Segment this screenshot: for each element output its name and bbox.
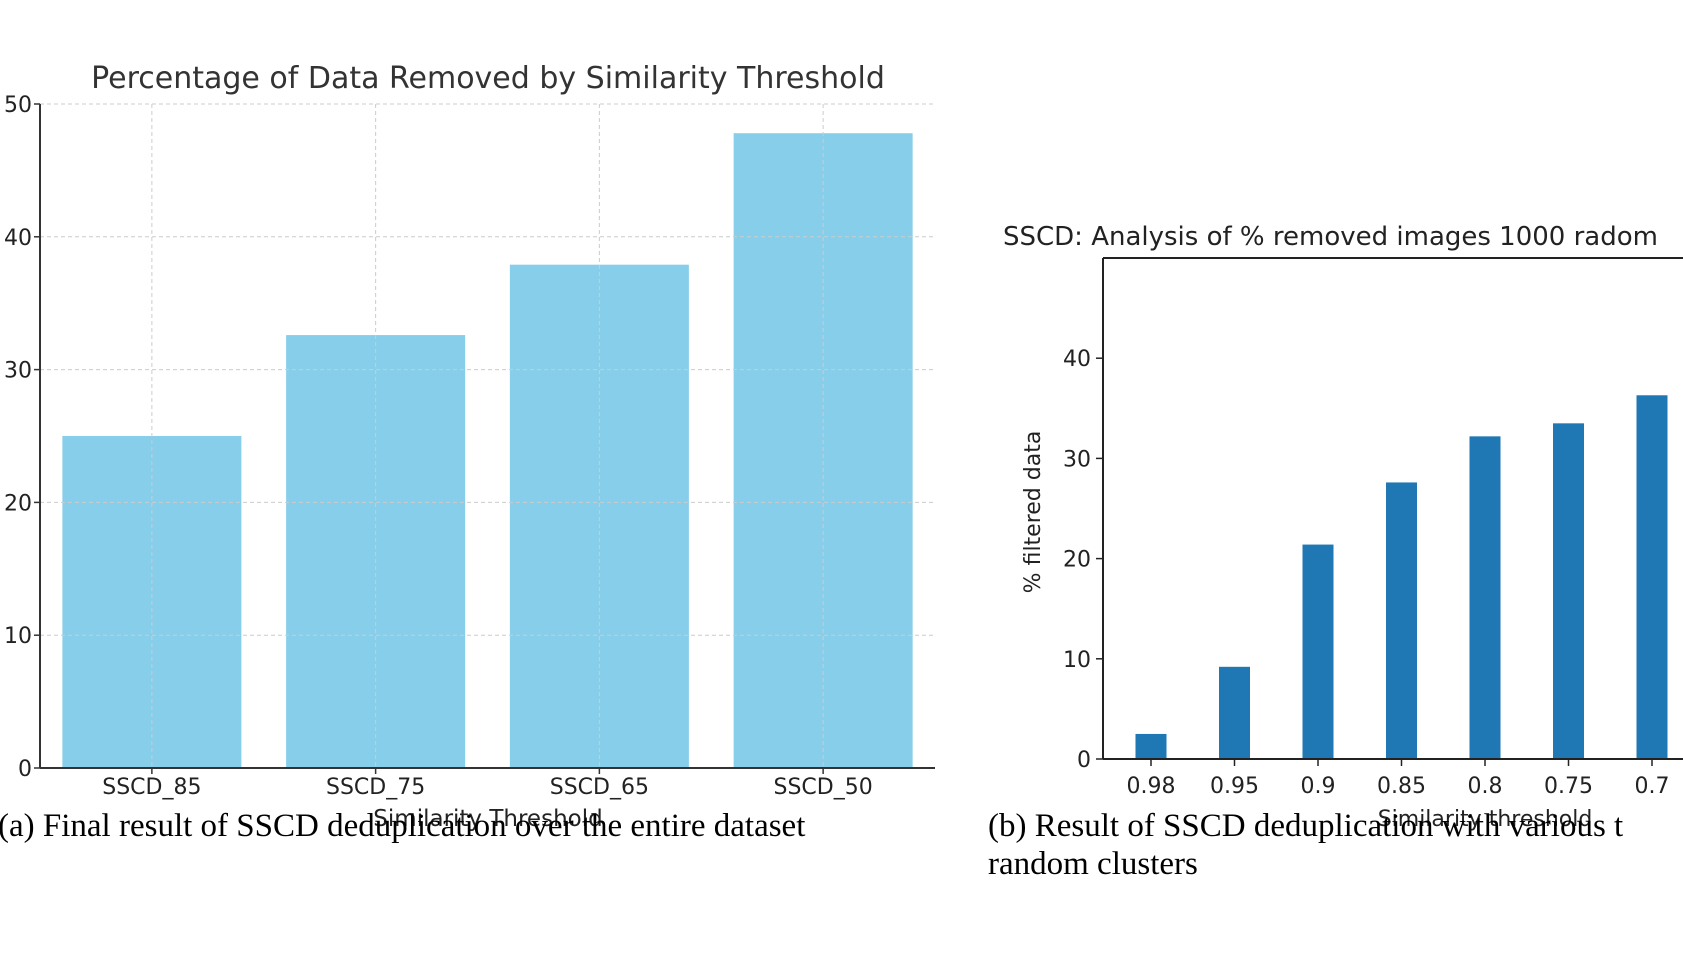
chart-b-y-tick-label: 20 <box>1063 548 1091 573</box>
chart-a-y-tick-label: 50 <box>4 93 32 118</box>
chart-b: 0 10 20 30 40 0.98 0.95 0.9 0.85 0.8 0.75 0.7 SSCD:… <box>1003 222 1683 832</box>
chart-a-y-tick-label: 10 <box>4 624 32 649</box>
chart-b-y-tick-label: 30 <box>1063 447 1091 472</box>
chart-b-bars <box>1135 395 1668 759</box>
chart-a-x-tick-label: SSCD_85 <box>102 775 201 800</box>
chart-b-y-tick-label: 10 <box>1063 648 1091 673</box>
chart-b-x-tick-label: 0.98 <box>1127 774 1176 799</box>
caption-b: (b) Result of SSCD deduplication with va… <box>988 807 1623 883</box>
caption-b-line-1: (b) Result of SSCD deduplication with va… <box>988 808 1624 844</box>
chart-a-bars <box>62 133 913 768</box>
chart-b-x-tick-label: 0.75 <box>1544 774 1593 799</box>
chart-a-y-tick-label: 20 <box>4 491 32 516</box>
chart-b-y-tick-label: 0 <box>1077 748 1091 773</box>
chart-b-y-tick-label: 40 <box>1063 347 1091 372</box>
chart-b-bar <box>1553 423 1584 759</box>
chart-b-bar <box>1219 666 1250 759</box>
chart-a-axes: 0 10 20 30 40 50 SSCD_85 SSCD_75 SSCD_65 SSCD_50 <box>4 93 935 800</box>
chart-b-bar <box>1469 436 1501 759</box>
chart-a-y-tick-label: 40 <box>4 226 32 251</box>
chart-a-title: Percentage of Data Removed by Similarity… <box>91 61 885 96</box>
chart-b-x-tick-label: 0.95 <box>1210 774 1259 799</box>
chart-a-x-axis-label: Similarity Threshold <box>373 806 602 832</box>
caption-a: (a) Final result of SSCD deduplication o… <box>0 808 806 844</box>
chart-b-bar <box>1135 733 1167 759</box>
chart-b-bar <box>1636 395 1668 759</box>
chart-b-title: SSCD: Analysis of % removed images 1000 … <box>1003 222 1658 252</box>
chart-a-x-tick-label: SSCD_50 <box>774 775 873 800</box>
chart-b-bar <box>1302 544 1334 759</box>
chart-b-x-tick-label: 0.9 <box>1301 774 1336 799</box>
chart-b-y-axis-label: % filtered data <box>1021 431 1046 594</box>
chart-a-x-tick-label: SSCD_75 <box>326 775 425 800</box>
chart-b-bar <box>1386 482 1417 759</box>
chart-a-x-tick-label: SSCD_65 <box>550 775 649 800</box>
chart-a-y-tick-label: 0 <box>18 757 32 782</box>
chart-a-y-tick-label: 30 <box>4 359 32 384</box>
chart-b-x-tick-label: 0.85 <box>1377 774 1426 799</box>
chart-b-x-tick-label: 0.7 <box>1635 774 1670 799</box>
chart-a-bar <box>509 264 689 768</box>
chart-b-x-tick-label: 0.8 <box>1468 774 1503 799</box>
chart-b-axes: 0 10 20 30 40 0.98 0.95 0.9 0.85 0.8 0.75 0.7 <box>1063 257 1683 799</box>
chart-b-x-axis-label: Similarity threshold <box>1378 807 1593 832</box>
caption-b-line-2: random clusters <box>988 846 1198 882</box>
